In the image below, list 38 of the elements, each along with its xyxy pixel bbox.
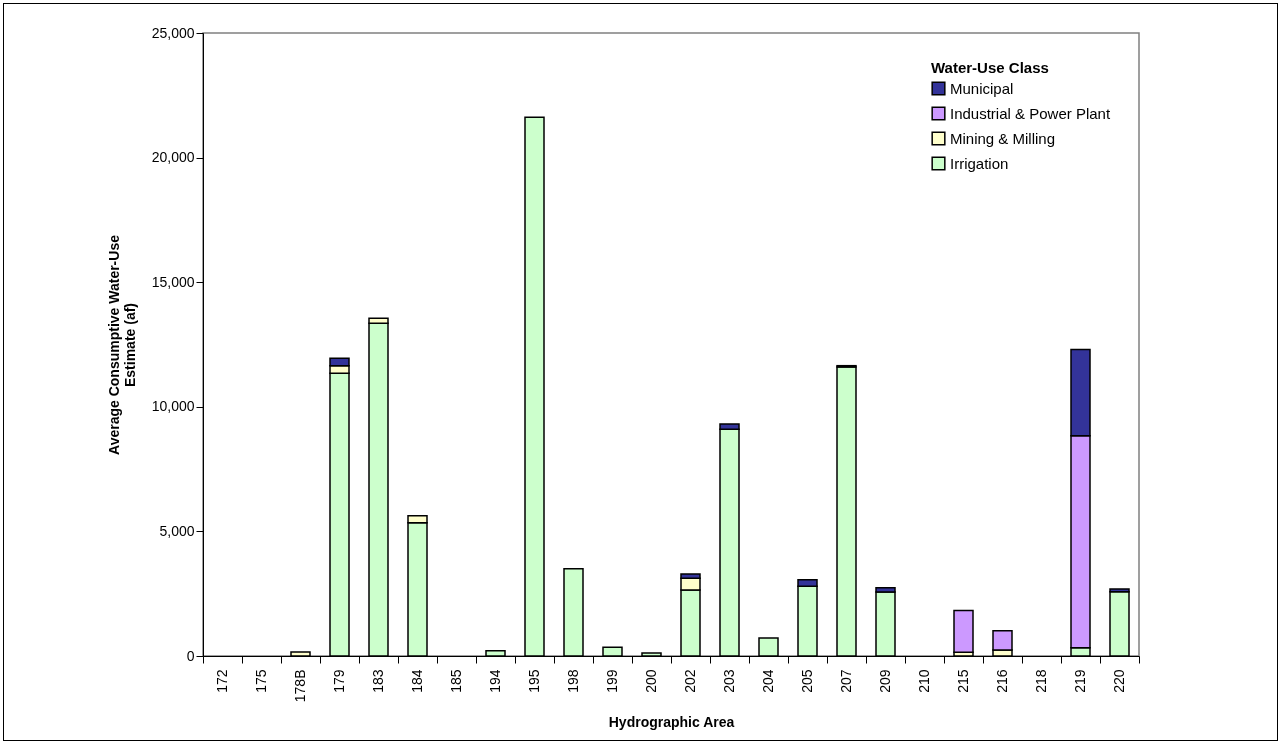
x-tick-label: 205 <box>799 669 815 693</box>
legend-label: Industrial & Power Plant <box>950 104 1111 122</box>
x-tick-label: 218 <box>1033 669 1049 693</box>
x-tick-label: 216 <box>994 669 1010 693</box>
y-tick-label: 10,000 <box>151 398 195 415</box>
x-tick-label: 172 <box>214 669 230 693</box>
y-tick-label: 25,000 <box>151 24 195 41</box>
x-tick-label: 204 <box>760 669 776 693</box>
x-tick-label: 183 <box>370 669 386 693</box>
x-tick-label: 219 <box>1072 669 1088 693</box>
y-tick-label: 5,000 <box>159 522 195 539</box>
y-tick-label: 0 <box>186 647 195 664</box>
x-tick-label: 195 <box>526 669 542 693</box>
x-tick-label: 184 <box>409 669 425 693</box>
x-tick-label: 215 <box>955 669 971 693</box>
x-tick-label: 185 <box>448 669 464 693</box>
x-tick-label: 203 <box>721 669 737 693</box>
x-tick-label: 220 <box>1111 669 1127 693</box>
x-tick-label: 178B <box>292 669 308 703</box>
x-tick-label: 175 <box>253 669 269 693</box>
legend-label: Municipal <box>950 79 1014 97</box>
x-tick-label: 210 <box>916 669 932 693</box>
x-tick-label: 200 <box>643 669 659 693</box>
legend-title: Water-Use Class <box>931 59 1049 76</box>
x-tick-label: 199 <box>604 669 620 693</box>
x-tick-label: 198 <box>565 669 581 693</box>
y-tick-label: 20,000 <box>151 149 195 166</box>
bar <box>953 609 974 654</box>
legend-label: Irrigation <box>950 154 1009 172</box>
y-axis-title: Average Consumptive Water-Use Estimate (af) <box>105 234 138 455</box>
x-tick-label: 207 <box>838 669 854 693</box>
legend-label: Mining & Milling <box>950 129 1056 147</box>
x-axis-title: Hydrographic Area <box>608 714 735 731</box>
x-tick-label: 179 <box>331 669 347 693</box>
x-tick-label: 202 <box>682 669 698 693</box>
x-tick-label: 209 <box>877 669 893 693</box>
y-tick-label: 15,000 <box>151 273 195 290</box>
x-tick-label: 194 <box>487 669 503 693</box>
